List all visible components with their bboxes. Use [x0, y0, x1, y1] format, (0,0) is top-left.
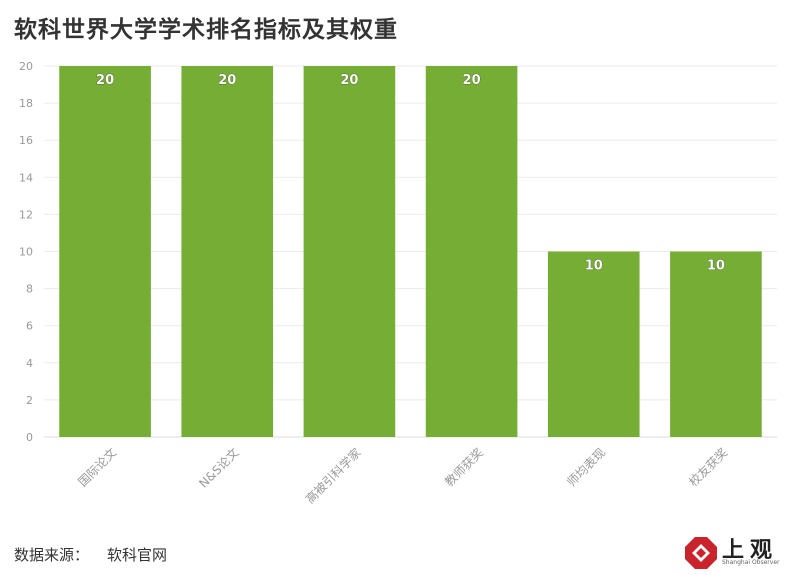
x-tick-label: 教师获奖	[441, 445, 486, 490]
y-tick-label: 14	[19, 171, 33, 184]
y-tick-label: 12	[19, 208, 33, 221]
bar	[425, 66, 518, 437]
x-tick-label: 校友获奖	[686, 445, 731, 490]
y-tick-label: 2	[26, 394, 33, 407]
source-note: 数据来源： 软科官网	[14, 544, 167, 565]
bar-chart: 0 2 4 6 8 10 12 14 16 18 20 20 20 20 20 10 10 国际论文 N&S论文…	[19, 60, 777, 507]
x-tick-label: N&S论文	[196, 445, 242, 491]
source-label: 数据来源：	[14, 546, 90, 564]
data-label: 10	[707, 259, 725, 274]
data-labels: 20 20 20 20 10 10	[96, 73, 726, 274]
x-tick-label: 高被引科学家	[302, 445, 364, 507]
grid-lines	[44, 65, 777, 438]
y-axis-ticks: 0 2 4 6 8 10 12 14 16 18 20	[19, 60, 33, 444]
bar	[547, 251, 640, 437]
y-tick-label: 0	[26, 431, 33, 444]
logo-mark-icon	[685, 537, 717, 569]
data-label: 20	[96, 73, 114, 88]
bar	[59, 66, 151, 437]
shanghai-observer-logo: 上观 Shanghai Observer	[684, 534, 784, 572]
y-tick-label: 8	[26, 283, 33, 296]
y-tick-label: 6	[26, 320, 33, 333]
logo-text: 上观	[722, 537, 779, 563]
x-tick-label: 国际论文	[75, 445, 120, 490]
y-tick-label: 20	[19, 60, 33, 73]
x-axis-ticks: 国际论文 N&S论文 高被引科学家 教师获奖 师均表现 校友获奖	[75, 445, 730, 507]
data-label: 10	[585, 259, 603, 274]
y-tick-label: 10	[19, 246, 33, 259]
y-tick-label: 4	[26, 357, 33, 370]
data-label: 20	[340, 73, 358, 88]
bar	[303, 66, 396, 437]
source-value: 软科官网	[107, 546, 168, 564]
y-tick-label: 16	[19, 134, 33, 147]
y-tick-label: 18	[19, 97, 33, 110]
bars	[59, 66, 762, 437]
data-label: 20	[218, 73, 236, 88]
x-tick-label: 师均表现	[564, 445, 608, 489]
bar	[670, 251, 762, 437]
chart-title: 软科世界大学学术排名指标及其权重	[14, 17, 398, 43]
logo-subtitle: Shanghai Observer	[722, 559, 780, 566]
bar	[181, 66, 274, 437]
data-label: 20	[463, 73, 481, 88]
